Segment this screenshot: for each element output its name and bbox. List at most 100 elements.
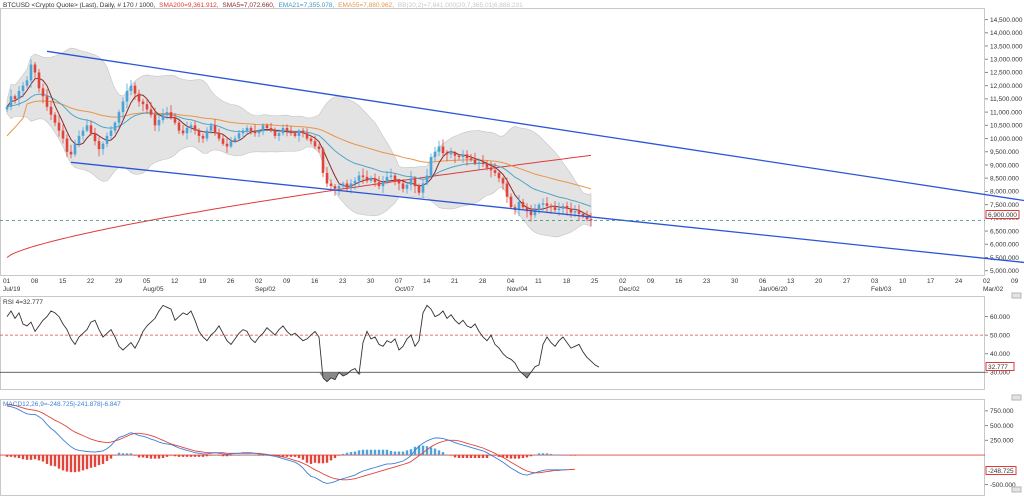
price-tick-label: 11,000.000 xyxy=(990,109,1022,116)
price-tick-label: 9,500.000 xyxy=(990,149,1019,156)
date-tick-label: 09 xyxy=(647,278,655,285)
candle-body xyxy=(285,127,289,131)
macd-histogram-bar xyxy=(225,455,229,457)
macd-histogram-bar xyxy=(57,455,61,469)
macd-histogram-bar xyxy=(101,455,105,464)
candle-body xyxy=(57,122,61,131)
date-tick-label: 14 xyxy=(423,278,431,285)
rsi-tick-label: 50.000 xyxy=(990,332,1010,339)
candle-body xyxy=(373,178,377,183)
candle-body xyxy=(553,207,557,210)
macd-histogram-bar xyxy=(549,453,553,456)
macd-panel-resize-handle[interactable] xyxy=(1011,394,1022,401)
macd-histogram-bar xyxy=(521,455,525,459)
macd-histogram-bar xyxy=(73,455,77,473)
macd-histogram-bar xyxy=(321,455,325,464)
date-tick-label: 11 xyxy=(535,278,542,285)
candle-body xyxy=(49,106,53,115)
bottom-resize-handle[interactable] xyxy=(1011,486,1022,493)
candle-body xyxy=(345,183,349,188)
candle-body xyxy=(429,157,433,176)
price-tick-label: 12,000.000 xyxy=(990,83,1023,90)
price-tick-label: 5,000.000 xyxy=(990,268,1019,275)
rsi-panel-frame xyxy=(0,296,985,390)
candle-body xyxy=(361,175,365,177)
rsi-panel-resize-handle[interactable] xyxy=(1011,292,1022,299)
candle-body xyxy=(97,141,101,150)
macd-histogram-bar xyxy=(165,455,169,457)
macd-histogram-bar xyxy=(437,450,441,456)
candle-body xyxy=(417,186,421,193)
month-label: Mar/02 xyxy=(983,286,1004,293)
candle-body xyxy=(509,196,513,208)
candle-body xyxy=(521,201,525,208)
candle-body xyxy=(257,130,261,134)
candle-body xyxy=(501,178,505,184)
macd-panel: 750.000 500.000 250.000 -500.000 xyxy=(0,403,1016,489)
candle-body xyxy=(441,146,445,154)
macd-histogram-bar xyxy=(21,455,25,460)
date-tick-label: 29 xyxy=(115,278,123,285)
date-tick-label: 22 xyxy=(87,278,95,285)
bollinger-band xyxy=(6,47,592,238)
candle-body xyxy=(173,117,177,123)
candle-body xyxy=(565,205,569,209)
macd-histogram-bar xyxy=(81,455,85,471)
macd-histogram-bar xyxy=(45,455,49,464)
candle-body xyxy=(9,96,13,107)
date-tick-label: 04 xyxy=(507,278,515,285)
candle-body xyxy=(421,183,425,193)
macd-histogram-bar xyxy=(25,455,29,460)
macd-histogram-bar xyxy=(353,451,357,456)
candle-body xyxy=(505,183,509,197)
candle-body xyxy=(445,153,449,155)
candle-body xyxy=(213,125,217,134)
candle-body xyxy=(297,130,301,136)
candle-body xyxy=(249,127,253,131)
macd-histogram-bar xyxy=(529,455,533,457)
date-tick-label: 16 xyxy=(675,278,683,285)
candle-body xyxy=(193,125,197,131)
candle-body xyxy=(325,172,329,184)
ema55-line xyxy=(6,100,592,190)
candle-body xyxy=(61,130,65,139)
candle-body xyxy=(237,133,241,139)
macd-histogram-bar xyxy=(445,454,449,456)
candle-body xyxy=(157,120,161,126)
candle-body xyxy=(493,170,497,173)
macd-histogram-bar xyxy=(405,450,409,456)
candle-body xyxy=(169,112,173,118)
candle-body xyxy=(589,219,593,221)
candle-body xyxy=(289,130,293,134)
candle-body xyxy=(369,178,373,181)
macd-histogram-bar xyxy=(149,455,153,459)
macd-histogram-bar xyxy=(569,455,573,456)
month-label: Nov/04 xyxy=(507,286,528,293)
macd-histogram-bar xyxy=(557,454,561,456)
rsi-panel: 60.000 50.000 40.000 30.000 xyxy=(0,304,1010,383)
date-tick-label: 09 xyxy=(1011,278,1019,285)
macd-histogram-bar xyxy=(221,455,225,457)
candle-body xyxy=(377,182,381,187)
current-price-label: 6,900.000 xyxy=(988,212,1017,219)
rsi-tick-label: 30.000 xyxy=(990,370,1010,377)
month-label: Jan/06/20 xyxy=(759,286,788,293)
macd-histogram-bar xyxy=(325,455,329,463)
macd-histogram-bar xyxy=(409,449,413,456)
candle-body xyxy=(573,211,577,213)
macd-histogram-bar xyxy=(361,449,365,456)
candle-body xyxy=(41,88,45,97)
date-axis: 01 08 15 22 29 05 12 19 26 02 09 16 23 30 07 14 21 28 04 11… xyxy=(3,278,1019,293)
macd-histogram-bar xyxy=(173,455,177,457)
channel-lower-line xyxy=(70,161,1024,264)
macd-label: MACD12,26,9=-248.725|-241.878|-6.847 xyxy=(3,401,121,408)
candle-body xyxy=(473,159,477,164)
candle-body xyxy=(293,133,297,136)
price-tick-label: 10,500.000 xyxy=(990,123,1023,130)
candle-body xyxy=(85,125,89,131)
macd-histogram-bar xyxy=(197,455,201,457)
price-tick-label: 11,500.000 xyxy=(990,96,1022,103)
rsi-current-label: 32.777 xyxy=(988,364,1008,371)
date-tick-label: 06 xyxy=(759,278,767,285)
macd-histogram-bar xyxy=(329,455,333,461)
